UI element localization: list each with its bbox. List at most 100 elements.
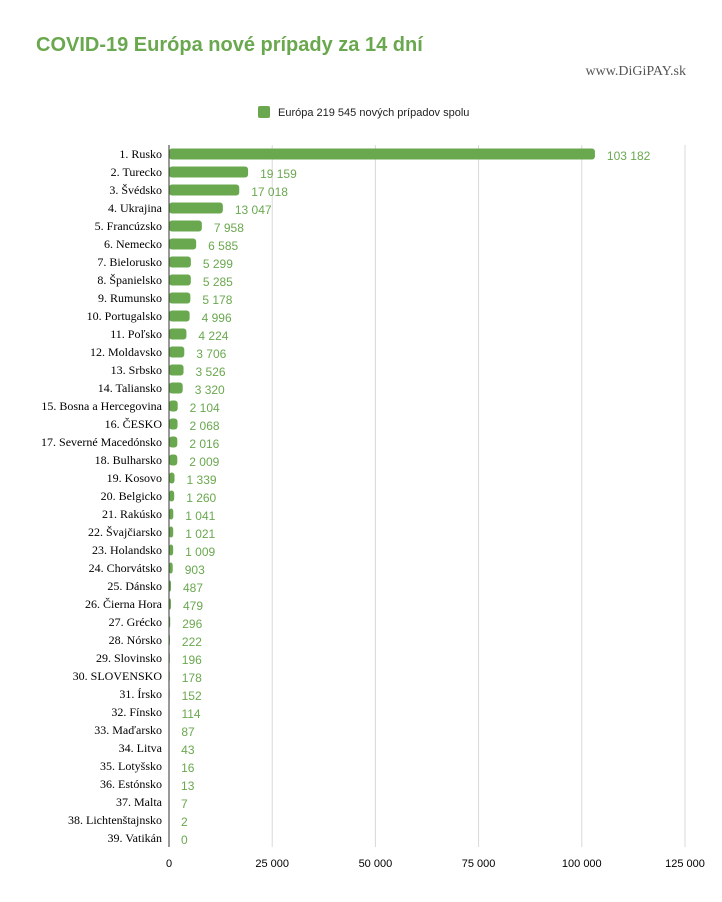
data-label: 3 526 bbox=[196, 365, 226, 379]
category-label: 22. Švajčiarsko bbox=[88, 525, 162, 539]
data-label: 13 047 bbox=[235, 203, 272, 217]
data-label: 1 260 bbox=[186, 491, 216, 505]
category-label: 31. Írsko bbox=[119, 687, 162, 701]
bar bbox=[169, 418, 178, 430]
bar bbox=[169, 508, 174, 520]
x-tick-label: 25 000 bbox=[255, 858, 289, 870]
data-label: 6 585 bbox=[208, 239, 238, 253]
category-label: 34. Litva bbox=[119, 741, 163, 755]
bar bbox=[169, 544, 174, 556]
category-label: 20. Belgicko bbox=[101, 489, 162, 503]
category-label: 30. SLOVENSKO bbox=[73, 669, 163, 683]
category-label: 35. Lotyšsko bbox=[100, 759, 162, 773]
bar bbox=[169, 526, 174, 538]
category-label: 33. Maďarsko bbox=[94, 723, 162, 737]
category-label: 5. Francúzsko bbox=[95, 219, 162, 233]
bar bbox=[169, 238, 197, 250]
x-axis-ticks: 0 25 000 50 000 75 000 100 000 125 000 bbox=[166, 858, 705, 870]
category-label: 10. Portugalsko bbox=[87, 309, 162, 323]
bar bbox=[169, 166, 249, 178]
category-label: 8. Španielsko bbox=[97, 273, 162, 287]
gridlines bbox=[271, 145, 686, 847]
data-label: 152 bbox=[182, 689, 202, 703]
bars bbox=[169, 148, 595, 826]
bar bbox=[169, 328, 187, 340]
category-label: 32. Fínsko bbox=[111, 705, 162, 719]
category-label: 38. Lichtenštajnsko bbox=[68, 813, 162, 827]
data-label: 4 224 bbox=[198, 329, 228, 343]
category-label: 37. Malta bbox=[116, 795, 163, 809]
bar bbox=[169, 310, 190, 322]
data-label: 3 706 bbox=[196, 347, 226, 361]
data-label: 1 021 bbox=[185, 527, 215, 541]
data-label: 7 bbox=[181, 797, 188, 811]
data-label: 479 bbox=[183, 599, 203, 613]
data-label: 296 bbox=[182, 617, 202, 631]
category-label: 28. Nórsko bbox=[109, 633, 162, 647]
x-tick-label: 100 000 bbox=[562, 858, 602, 870]
bar bbox=[169, 220, 202, 232]
bar bbox=[169, 184, 240, 196]
category-label: 13. Srbsko bbox=[111, 363, 162, 377]
bar bbox=[169, 382, 183, 394]
data-label: 13 bbox=[181, 779, 195, 793]
category-label: 4. Ukrajina bbox=[108, 201, 163, 215]
category-label: 27. Grécko bbox=[109, 615, 162, 629]
bar bbox=[169, 436, 178, 448]
legend-label: Európa 219 545 nových prípadov spolu bbox=[278, 107, 469, 119]
data-label: 903 bbox=[185, 563, 205, 577]
bar bbox=[169, 454, 178, 466]
category-label: 23. Holandsko bbox=[92, 543, 162, 557]
watermark: www.DiGiPAY.sk bbox=[585, 64, 686, 79]
bar bbox=[169, 292, 191, 304]
bar bbox=[169, 256, 191, 268]
category-label: 17. Severné Macedónsko bbox=[41, 435, 162, 449]
data-label: 17 018 bbox=[251, 185, 288, 199]
data-label: 1 339 bbox=[187, 473, 217, 487]
category-label: 19. Kosovo bbox=[107, 471, 162, 485]
category-label: 14. Taliansko bbox=[98, 381, 162, 395]
legend-swatch bbox=[258, 106, 270, 118]
x-tick-label: 125 000 bbox=[665, 858, 705, 870]
category-label: 15. Bosna a Hercegovina bbox=[41, 399, 162, 413]
legend: Európa 219 545 nových prípadov spolu bbox=[258, 106, 469, 119]
category-label: 25. Dánsko bbox=[107, 579, 162, 593]
data-label: 1 041 bbox=[185, 509, 215, 523]
value-labels: 103 182 19 159 17 018 13 047 7 958 6 585 5 299… bbox=[181, 149, 651, 847]
bar bbox=[169, 400, 178, 412]
bar bbox=[169, 364, 184, 376]
category-label: 7. Bielorusko bbox=[97, 255, 162, 269]
x-tick-label: 0 bbox=[166, 858, 172, 870]
category-label: 9. Rumunsko bbox=[98, 291, 162, 305]
category-label: 29. Slovinsko bbox=[96, 651, 162, 665]
category-label: 16. ČESKO bbox=[105, 417, 163, 431]
data-label: 2 016 bbox=[189, 437, 219, 451]
category-label: 1. Rusko bbox=[119, 147, 162, 161]
category-label: 39. Vatikán bbox=[108, 831, 162, 845]
category-label: 3. Švédsko bbox=[109, 183, 162, 197]
category-label: 18. Bulharsko bbox=[95, 453, 162, 467]
bar bbox=[169, 472, 175, 484]
chart-title: COVID-19 Európa nové prípady za 14 dní bbox=[36, 34, 423, 56]
data-label: 4 996 bbox=[202, 311, 232, 325]
category-label: 36. Estónsko bbox=[100, 777, 162, 791]
x-tick-label: 75 000 bbox=[462, 858, 496, 870]
data-label: 103 182 bbox=[607, 149, 651, 163]
data-label: 2 bbox=[181, 815, 188, 829]
bar bbox=[169, 148, 595, 160]
data-label: 196 bbox=[182, 653, 202, 667]
bar bbox=[169, 346, 185, 358]
bar bbox=[169, 580, 172, 592]
data-label: 43 bbox=[181, 743, 195, 757]
category-label: 2. Turecko bbox=[111, 165, 162, 179]
category-label: 24. Chorvátsko bbox=[89, 561, 162, 575]
x-tick-label: 50 000 bbox=[359, 858, 393, 870]
category-label: 21. Rakúsko bbox=[102, 507, 162, 521]
category-labels: 1. Rusko 2. Turecko 3. Švédsko 4. Ukrajina 5… bbox=[41, 147, 163, 845]
category-label: 26. Čierna Hora bbox=[85, 597, 163, 611]
data-label: 2 068 bbox=[190, 419, 220, 433]
data-label: 7 958 bbox=[214, 221, 244, 235]
data-label: 114 bbox=[181, 707, 200, 721]
data-label: 19 159 bbox=[260, 167, 297, 181]
